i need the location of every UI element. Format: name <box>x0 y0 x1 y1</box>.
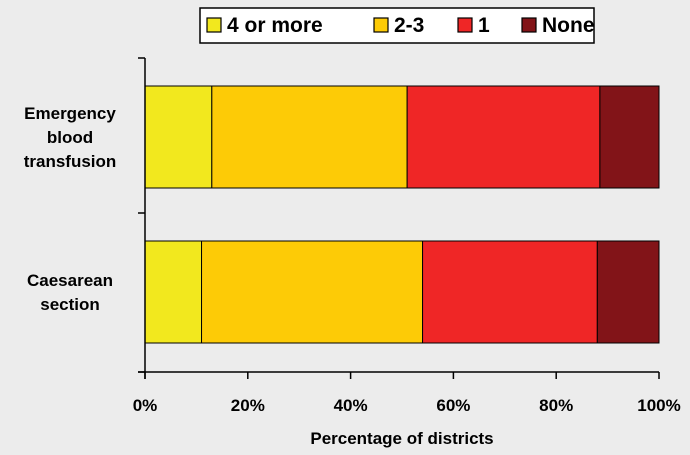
bars <box>144 85 660 344</box>
legend-swatch-2-3 <box>373 17 389 33</box>
bar-emergency-blood-transfusion-2-3 <box>211 85 408 189</box>
bar-emergency-blood-transfusion-4-or-more <box>144 85 213 189</box>
category-labels: Emergency blood transfusion Caesarean sectio… <box>24 104 117 314</box>
x-axis-title: Percentage of districts <box>310 429 493 448</box>
legend-label-1: 1 <box>478 14 490 37</box>
x-tick-label: 100% <box>637 396 680 415</box>
x-tick-label: 40% <box>334 396 368 415</box>
category-label-emergency-blood-transfusion: Emergency blood transfusion <box>24 104 117 171</box>
bar-caesarean-section-4-or-more <box>144 240 203 344</box>
legend-swatch-none <box>521 17 537 33</box>
legend: 4 or more 2-3 1 None <box>199 7 595 44</box>
legend-label-4-or-more: 4 or more <box>227 14 323 37</box>
category-label-caesarean-section: Caesarean section <box>27 271 113 314</box>
bar-emergency-blood-transfusion-1 <box>406 85 601 189</box>
legend-swatch-4-or-more <box>206 17 222 33</box>
axes <box>138 57 660 379</box>
bar-emergency-blood-transfusion-none <box>599 85 660 189</box>
legend-label-2-3: 2-3 <box>394 14 424 37</box>
legend-swatch-1 <box>457 17 473 33</box>
x-tick-label: 0% <box>133 396 158 415</box>
bar-caesarean-section-1 <box>422 240 598 344</box>
x-tick-label: 20% <box>231 396 265 415</box>
x-tick-labels: 0% 20% 40% 60% 80% 100% <box>133 396 681 415</box>
legend-label-none: None <box>542 14 595 37</box>
x-tick-label: 80% <box>539 396 573 415</box>
bar-caesarean-section-none <box>596 240 660 344</box>
bar-caesarean-section-2-3 <box>201 240 424 344</box>
x-tick-label: 60% <box>436 396 470 415</box>
